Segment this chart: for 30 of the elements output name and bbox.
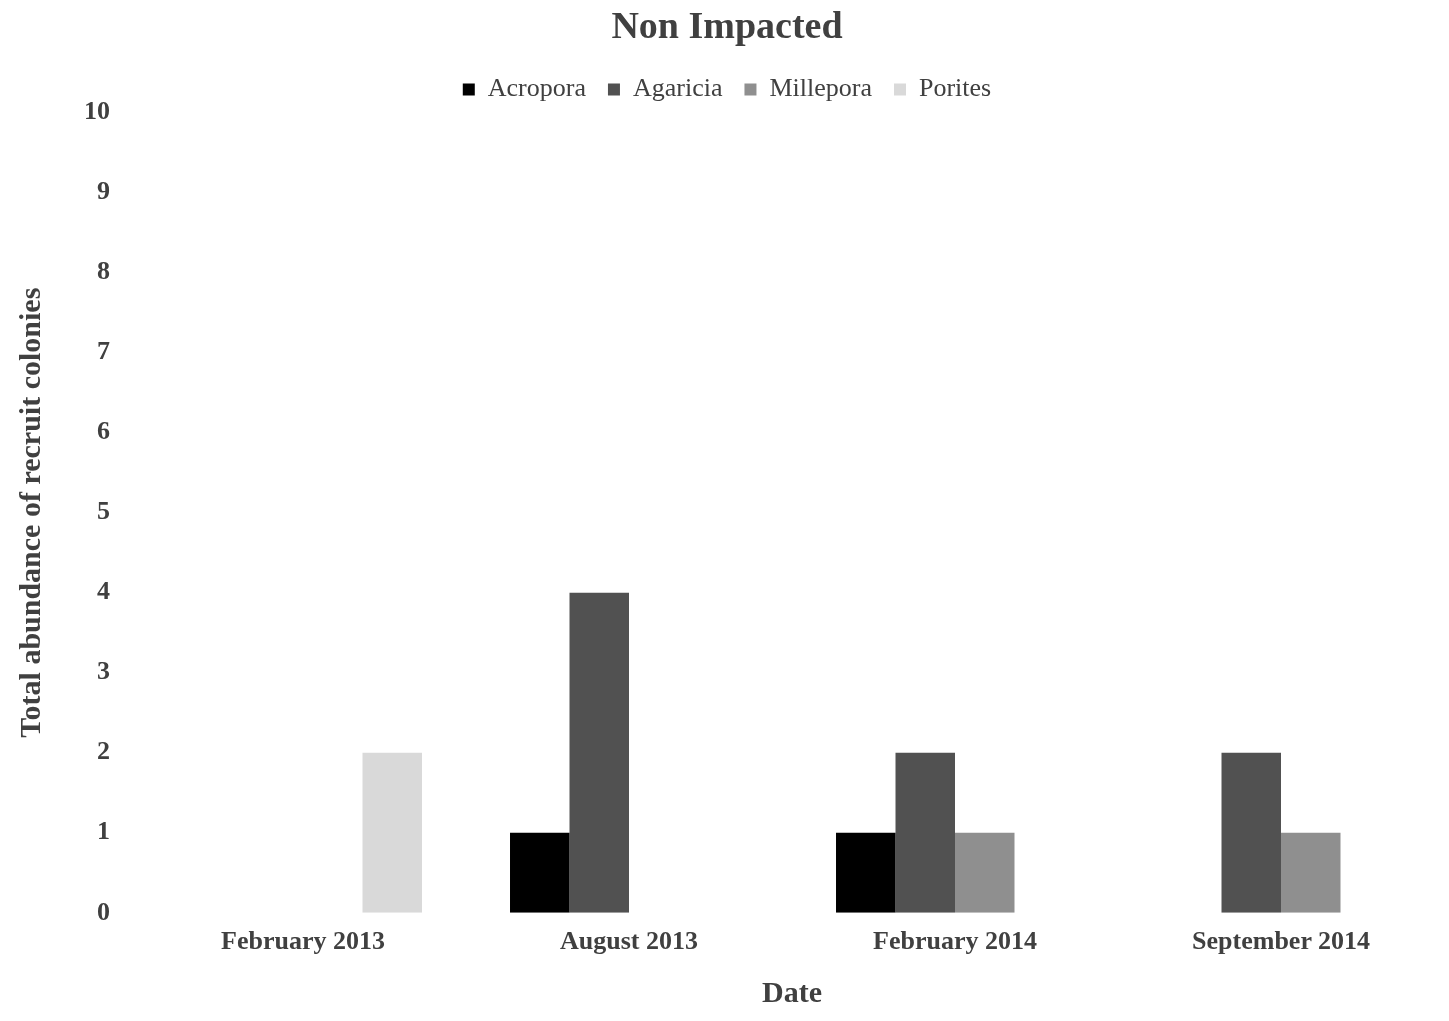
bar	[362, 752, 422, 913]
legend-label: Millepora	[769, 73, 873, 103]
legend-label: Agaricia	[632, 73, 723, 103]
y-tick-label: 10	[84, 96, 110, 126]
x-tick-label: February 2014	[873, 926, 1037, 956]
y-tick-label: 6	[97, 416, 110, 446]
legend-label: Acropora	[487, 73, 587, 103]
bar	[1221, 752, 1281, 913]
x-tick-label: August 2013	[560, 926, 698, 956]
y-tick-label: 8	[97, 256, 110, 286]
bar	[569, 592, 629, 913]
chart-title: Non Impacted	[611, 3, 843, 46]
bar	[510, 832, 570, 913]
y-tick-label: 3	[97, 656, 110, 686]
bar	[836, 832, 896, 913]
y-axis-title: Total abundance of recruit colonies	[12, 287, 46, 738]
y-tick-label: 1	[97, 816, 110, 846]
x-axis-title: Date	[762, 974, 822, 1008]
y-tick-label: 4	[97, 576, 110, 606]
x-tick-label: September 2014	[1192, 926, 1370, 956]
y-tick-label: 9	[97, 176, 110, 206]
bar	[1281, 832, 1341, 913]
y-tick-label: 2	[97, 736, 110, 766]
y-tick-label: 7	[97, 336, 110, 366]
legend-label: Porites	[918, 73, 992, 103]
y-tick-label: 5	[97, 496, 110, 526]
y-tick-label: 0	[97, 896, 110, 926]
bar	[955, 832, 1015, 913]
x-tick-label: February 2013	[221, 926, 385, 956]
bar	[895, 752, 955, 913]
